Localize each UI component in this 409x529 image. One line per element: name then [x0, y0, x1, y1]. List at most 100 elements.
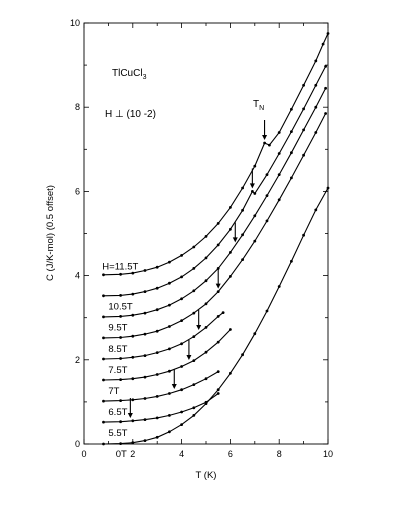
data-point: [265, 219, 269, 223]
data-point: [265, 309, 269, 313]
data-point: [168, 303, 171, 307]
data-point: [102, 442, 105, 446]
data-point: [229, 275, 232, 278]
data-point: [180, 319, 184, 322]
data-point: [180, 342, 184, 346]
data-point: [119, 357, 122, 360]
data-point: [180, 297, 184, 301]
data-point: [168, 325, 171, 328]
data-point: [143, 439, 147, 442]
data-point: [326, 186, 330, 190]
data-point: [263, 141, 266, 145]
data-point: [102, 336, 105, 340]
x-axis-title: T (K): [196, 470, 217, 481]
data-point: [119, 378, 122, 381]
data-point: [290, 130, 293, 134]
data-point: [321, 42, 325, 46]
data-point: [192, 335, 196, 338]
data-point: [102, 420, 105, 424]
data-point: [324, 86, 327, 90]
data-point: [229, 328, 232, 331]
data-point: [253, 332, 257, 336]
compound-label: TlCuCl3: [112, 68, 147, 81]
data-point: [131, 355, 135, 359]
x-tick-label: 10: [323, 449, 333, 459]
tn-arrow-head: [127, 413, 133, 419]
tn-arrow-head: [249, 183, 255, 189]
data-point: [168, 392, 171, 395]
data-point: [192, 245, 196, 249]
data-point: [131, 271, 135, 275]
tn-arrow-head: [215, 283, 221, 289]
data-point: [119, 420, 122, 424]
data-point: [180, 275, 184, 279]
data-point: [155, 395, 159, 398]
data-point: [155, 265, 159, 269]
data-point: [204, 256, 208, 260]
data-point: [241, 208, 245, 212]
series-label: 7T: [108, 386, 119, 397]
data-point: [143, 375, 147, 379]
tn-arrow-head: [196, 324, 202, 330]
data-point: [290, 176, 293, 180]
data-point: [253, 164, 257, 168]
y-tick-label: 2: [75, 355, 80, 365]
data-point: [143, 397, 147, 400]
data-point: [102, 357, 105, 361]
data-point: [131, 377, 135, 381]
data-point: [277, 131, 281, 134]
x-tick-label: 4: [179, 449, 184, 459]
y-axis-title: C (J/K-mol) (0.5 offset): [45, 185, 56, 281]
data-point: [180, 410, 184, 414]
data-point: [131, 334, 135, 338]
data-point: [168, 347, 171, 351]
data-point: [192, 289, 196, 293]
curve-labels: 0T 5.5T 6.5T 7T 7.5T 8.5T 9.5T 10.5T H=11.5T: [102, 262, 138, 460]
data-point: [180, 388, 184, 392]
data-point: [155, 373, 159, 376]
data-point: [277, 152, 281, 155]
data-point: [155, 329, 159, 333]
data-point: [168, 369, 171, 373]
data-point: [290, 259, 293, 263]
data-point: [168, 260, 171, 264]
data-point: [265, 194, 269, 198]
data-point: [119, 315, 122, 318]
data-point: [102, 315, 105, 319]
data-point: [119, 399, 122, 402]
data-point: [180, 254, 184, 257]
data-point: [229, 227, 232, 231]
data-point: [241, 353, 245, 357]
data-point: [216, 315, 220, 318]
data-point: [314, 131, 318, 134]
y-tick-label: 0: [75, 439, 80, 449]
data-point: [216, 222, 220, 225]
data-point: [277, 285, 281, 288]
tn-arrow-head: [171, 383, 177, 389]
data-point: [131, 292, 135, 296]
data-point: [302, 233, 305, 237]
data-point: [155, 351, 159, 354]
data-point: [102, 399, 105, 403]
data-point: [168, 430, 171, 434]
data-point: [314, 208, 318, 212]
data-point: [204, 350, 208, 354]
data-point: [204, 302, 208, 306]
data-point: [155, 435, 159, 439]
series-label: H=11.5T: [102, 262, 138, 273]
y-tick-label: 10: [70, 18, 80, 28]
data-point: [229, 251, 232, 254]
x-tick-label: 2: [130, 449, 135, 459]
data-point: [204, 235, 208, 238]
series-line: [103, 88, 327, 318]
data-point: [216, 370, 220, 373]
data-point: [192, 311, 196, 315]
data-point: [277, 173, 281, 177]
data-point: [102, 294, 105, 298]
data-point: [119, 442, 122, 445]
data-point: [326, 32, 330, 35]
series-label: 0T: [116, 449, 127, 460]
data-point: [192, 267, 196, 270]
data-point: [192, 359, 196, 362]
data-point: [216, 243, 220, 247]
